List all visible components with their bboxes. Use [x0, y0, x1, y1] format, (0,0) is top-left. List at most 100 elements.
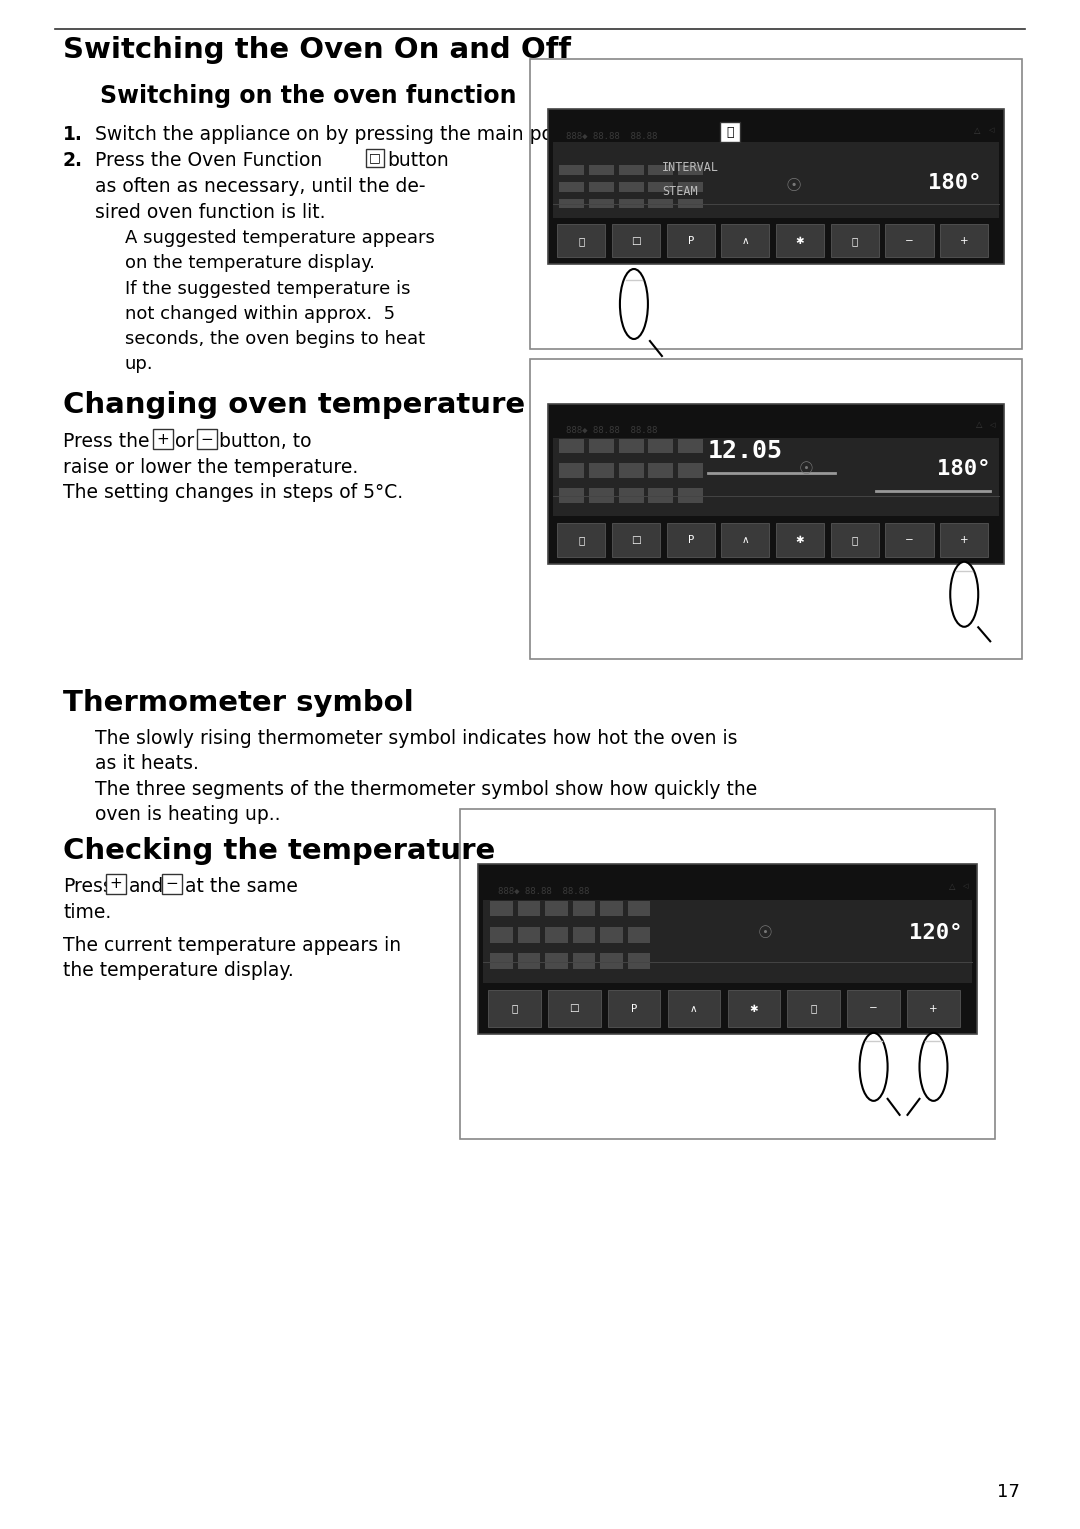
Text: Switching on the oven function: Switching on the oven function	[100, 84, 516, 109]
Text: □: □	[631, 235, 640, 246]
Text: The three segments of the thermometer symbol show how quickly the: The three segments of the thermometer sy…	[95, 780, 757, 800]
Text: as it heats.: as it heats.	[95, 754, 199, 774]
Text: The setting changes in steps of 5°C.: The setting changes in steps of 5°C.	[63, 483, 403, 502]
Text: ⓘ: ⓘ	[578, 235, 584, 246]
Text: A suggested temperature appears: A suggested temperature appears	[125, 229, 435, 248]
Bar	[721, 523, 769, 557]
Text: P: P	[688, 235, 693, 246]
Bar	[831, 523, 879, 557]
Bar	[553, 437, 999, 515]
Bar	[589, 463, 615, 479]
Text: ✱: ✱	[796, 535, 805, 544]
Text: not changed within approx.  5: not changed within approx. 5	[125, 304, 395, 323]
Text: −: −	[869, 1003, 878, 1014]
Text: +: +	[960, 535, 969, 544]
Text: □: □	[631, 535, 640, 544]
Text: 17: 17	[997, 1483, 1020, 1501]
Text: Checking the temperature: Checking the temperature	[63, 836, 496, 865]
Text: ∧: ∧	[742, 535, 750, 544]
Bar	[619, 439, 644, 453]
Bar	[559, 182, 584, 191]
Bar	[777, 225, 824, 257]
Text: +: +	[929, 1003, 937, 1014]
Ellipse shape	[860, 1034, 888, 1101]
Text: ⏻: ⏻	[852, 235, 858, 246]
Bar	[941, 225, 988, 257]
Bar	[612, 523, 660, 557]
Text: The current temperature appears in: The current temperature appears in	[63, 936, 401, 956]
Text: ◁: ◁	[990, 422, 996, 428]
Text: P: P	[631, 1003, 637, 1014]
Text: +: +	[110, 876, 122, 891]
Text: as often as necessary, until the de-: as often as necessary, until the de-	[95, 177, 426, 196]
Text: If the suggested temperature is: If the suggested temperature is	[125, 280, 410, 298]
Bar	[518, 927, 540, 942]
Text: △: △	[974, 125, 981, 135]
Bar	[572, 901, 595, 916]
Text: ☉: ☉	[757, 924, 772, 942]
Bar	[619, 488, 644, 503]
Text: ⓘ: ⓘ	[726, 125, 733, 139]
Text: △: △	[949, 882, 956, 891]
Text: on the temperature display.: on the temperature display.	[125, 254, 375, 272]
Bar	[648, 199, 674, 208]
Text: INTERVAL: INTERVAL	[662, 161, 719, 173]
Bar	[612, 225, 660, 257]
Bar	[559, 199, 584, 208]
Bar	[847, 991, 900, 1027]
Bar	[678, 199, 703, 208]
Bar	[666, 225, 715, 257]
Text: ☉: ☉	[799, 460, 813, 479]
Text: oven is heating up..: oven is heating up..	[95, 804, 281, 824]
Ellipse shape	[620, 269, 648, 339]
Bar	[941, 523, 988, 557]
Bar	[678, 488, 703, 503]
Bar	[545, 953, 568, 969]
Text: ⏻: ⏻	[811, 1003, 816, 1014]
Text: 12.05: 12.05	[707, 439, 783, 463]
Text: 2.: 2.	[63, 151, 83, 170]
Text: .: .	[742, 125, 747, 144]
Bar	[553, 142, 999, 217]
Bar	[153, 430, 173, 450]
Text: +: +	[960, 235, 969, 246]
Bar	[678, 182, 703, 191]
Text: △: △	[976, 420, 983, 430]
Bar	[627, 927, 650, 942]
Bar	[572, 953, 595, 969]
Bar	[490, 953, 513, 969]
Text: Press: Press	[63, 878, 112, 896]
Bar	[366, 148, 384, 167]
Text: −: −	[905, 535, 914, 544]
Bar	[559, 165, 584, 174]
Bar	[483, 899, 972, 983]
Bar	[530, 359, 1022, 659]
Bar	[619, 182, 644, 191]
Text: ◁: ◁	[989, 127, 995, 133]
Bar	[678, 463, 703, 479]
Text: □: □	[569, 1003, 579, 1014]
Bar	[666, 523, 715, 557]
Text: Press the: Press the	[63, 433, 149, 451]
Text: 888◆ 88.88  88.88: 888◆ 88.88 88.88	[566, 425, 658, 434]
Text: 120°: 120°	[908, 924, 962, 943]
Text: 1.: 1.	[63, 125, 83, 144]
Bar	[589, 439, 615, 453]
Text: +: +	[157, 431, 170, 446]
Bar	[478, 864, 977, 1034]
Bar	[648, 439, 674, 453]
Bar	[559, 463, 584, 479]
Text: □: □	[369, 151, 381, 165]
Text: ☉: ☉	[785, 177, 801, 194]
Text: ◁: ◁	[963, 884, 969, 890]
Bar	[490, 901, 513, 916]
Bar	[720, 122, 740, 142]
Text: 888◆ 88.88  88.88: 888◆ 88.88 88.88	[498, 887, 590, 896]
Text: −: −	[201, 431, 214, 446]
Bar	[667, 991, 720, 1027]
Bar	[787, 991, 840, 1027]
Text: time.: time.	[63, 904, 111, 922]
Text: ⓘ: ⓘ	[511, 1003, 517, 1014]
Text: ⓘ: ⓘ	[578, 535, 584, 544]
Text: Press the Oven Function: Press the Oven Function	[95, 151, 322, 170]
